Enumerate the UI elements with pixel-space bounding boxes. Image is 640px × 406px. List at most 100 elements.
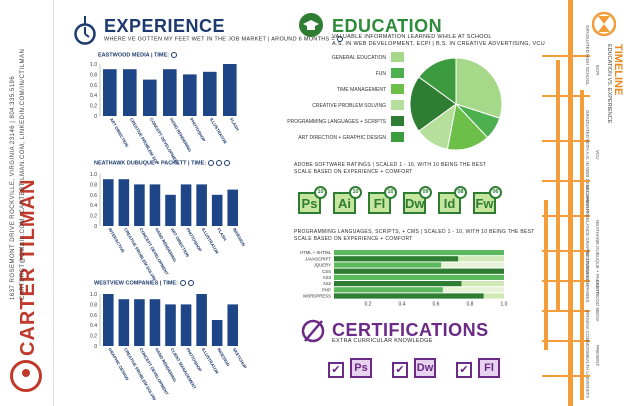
experience-bar: [227, 189, 239, 226]
legend-label: ART DIRECTION + GRAPHIC DESIGN: [298, 135, 386, 141]
software-icon: Id: [438, 192, 461, 214]
certification-item: ✔ Fl: [456, 354, 516, 384]
timeline-tick: [542, 95, 590, 97]
clock-icon: [224, 160, 231, 166]
experience-bar: [165, 194, 176, 226]
software-rating: 10: [314, 186, 327, 199]
axis-tick-label: 0.2: [90, 334, 97, 340]
certification-icon: Fl: [478, 358, 500, 378]
contact-line: CARTERCT@GMAIL.COM, CARTERTILMAN.COM, LI…: [20, 48, 26, 300]
software-item: Ai 10: [333, 186, 365, 218]
education-pie-chart: [409, 57, 503, 151]
timeline-label: VIRGINIA COMMONWEALTH UNIVERSITY: [585, 310, 590, 399]
software-icon: Fw: [473, 192, 496, 214]
axis-tick-label: 0.2: [90, 104, 97, 110]
legend-swatch: [391, 100, 404, 110]
software-rating: 06: [489, 186, 502, 199]
pie-slice: [409, 76, 457, 132]
clock-icon: [216, 160, 223, 166]
legend-swatch: [391, 52, 404, 62]
hourglass-icon: [592, 11, 616, 37]
legend-item: CREATIVE PROBLEM SOLVING: [294, 100, 404, 112]
legend-swatch: [391, 68, 404, 78]
category-label: ILLUSTRATOR: [209, 117, 228, 145]
axis-tick-label: 0.8: [90, 182, 97, 188]
pie-slice: [418, 57, 457, 105]
clock-icon: [187, 280, 194, 286]
software-item: Fl 10: [368, 186, 400, 218]
timeline-tick: [542, 250, 590, 252]
timeline-tick: [542, 140, 590, 142]
legend-swatch: [391, 116, 404, 126]
axis-tick-label: 0.6: [90, 193, 97, 199]
software-icon: Ps: [298, 192, 321, 214]
programming-bar: [334, 268, 504, 274]
category-label: PHOTOSHOP: [189, 117, 207, 143]
axis-tick-label: 0.6: [90, 313, 97, 319]
prog-scale-note: SCALE BASED ON EXPERIENCE + COMFORT: [294, 236, 413, 242]
category-label: PHOTOSHOP: [185, 347, 203, 373]
timeline-label: VCU: [595, 150, 600, 160]
experience-bar: [103, 69, 117, 116]
certification-item: ✔ Dw: [392, 354, 452, 384]
experience-bar: [149, 299, 161, 346]
education-title: Education: [332, 16, 443, 36]
programming-bar: [334, 262, 442, 268]
experience-section: Experience WHERE VE GOTTEN MY FEET WET I…: [64, 14, 343, 406]
experience-bar: [203, 71, 217, 116]
programming-bar: [334, 281, 462, 287]
programming-bar: [334, 256, 459, 262]
experience-bar: [149, 184, 161, 226]
category-label: AS2: [323, 281, 332, 286]
experience-title: Experience: [104, 16, 226, 36]
timeline-label: PRESENT: [595, 345, 600, 367]
legend-label: CREATIVE PROBLEM SOLVING: [312, 103, 386, 109]
programming-bar: [334, 250, 504, 256]
category-label: PHOTOSHOP: [185, 227, 203, 253]
category-label: ILLUSTRATOR: [201, 347, 220, 375]
education-subtitle: VALUABLE INFORMATION LEARNED WHILE AT SC…: [332, 34, 492, 40]
experience-bar: [211, 194, 223, 226]
axis-tick-label: 1.0: [501, 302, 508, 308]
experience-bar: [134, 184, 145, 226]
legend-item: FUN: [294, 68, 404, 80]
clock-icon: [208, 160, 215, 166]
axis-tick-label: 0.8: [467, 302, 474, 308]
timeline-tick: [542, 215, 590, 217]
prog-heading: PROGRAMMING LANGUAGES, SCRIPTS, + CMS | …: [294, 229, 535, 235]
address-line: 1637 ROSEMONT DRIVE ROCKVILLE, VIRGINIA …: [10, 75, 16, 300]
experience-bar: [183, 74, 197, 116]
checkmark-icon: ✔: [392, 362, 408, 378]
westview-header: WESTVIEW COMPANIES | TIME:: [94, 280, 194, 286]
software-item: Fw 06: [473, 186, 505, 218]
timeline-tick: [542, 340, 590, 342]
experience-bar: [165, 304, 176, 346]
software-ratings: Ps 10 Ai 10 Fl 10 Dw 09 Id 08 Fw 06: [298, 180, 518, 220]
axis-tick-label: 0: [94, 114, 97, 120]
adobe-scale-note: SCALE BASED ON EXPERIENCE + COMFORT: [294, 169, 413, 175]
category-label: CREATIVE PROBLEM SOLVING: [129, 117, 165, 164]
category-label: WORDPRESS: [303, 294, 331, 299]
clock-icon: [336, 36, 343, 42]
category-label: AS3: [323, 275, 332, 280]
timeline-tick: [542, 55, 590, 57]
legend-label: GENERAL EDUCATION: [331, 55, 386, 61]
axis-tick-label: 1.0: [90, 172, 97, 178]
legend-item: ART DIRECTION + GRAPHIC DESIGN: [294, 132, 404, 144]
timeline-tick: [542, 375, 590, 377]
experience-bar: [211, 320, 223, 346]
category-label: ART DIRECTION: [109, 117, 130, 148]
certifications-title: Certifications: [332, 320, 489, 340]
legend-item: TIME MANAGEMENT: [294, 84, 404, 96]
category-label: INDESIGN: [216, 347, 230, 367]
category-label: SKETCHUP: [232, 347, 248, 370]
certification-icon: Dw: [414, 358, 436, 378]
legend-swatch: [391, 84, 404, 94]
education-degrees: A.S. IN WEB DEVELOPMENT, ECPI | B.S. IN …: [332, 41, 545, 47]
experience-bar: [227, 304, 239, 346]
timeline-tick: [542, 280, 590, 282]
timeline-label: WESTVIEW COMPANIES: [585, 250, 590, 303]
neathawk-header: NEATHAWK DUBUQUE + PACKETT | TIME:: [94, 160, 231, 166]
axis-tick-label: 0: [94, 224, 97, 230]
software-rating: 08: [454, 186, 467, 199]
